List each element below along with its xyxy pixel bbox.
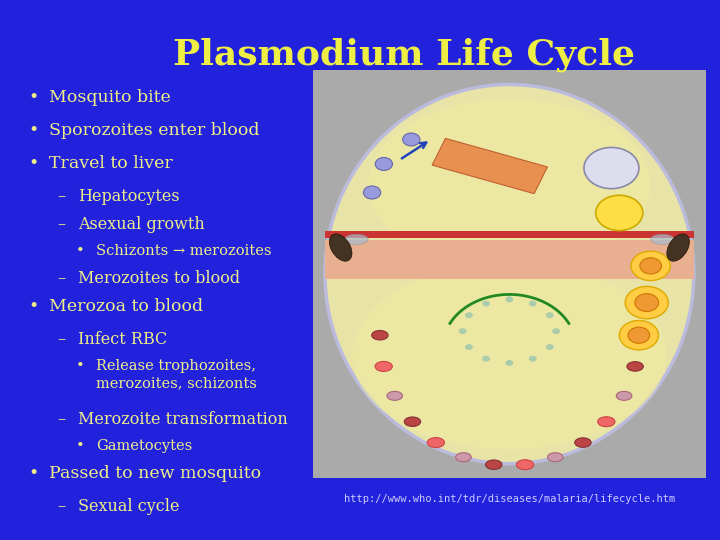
Text: Hepatocytes: Hepatocytes — [78, 188, 179, 205]
Circle shape — [364, 186, 381, 199]
Circle shape — [528, 301, 536, 307]
Ellipse shape — [598, 417, 615, 427]
Ellipse shape — [575, 438, 591, 447]
Circle shape — [546, 344, 554, 350]
Text: •: • — [76, 244, 84, 258]
Text: •: • — [29, 155, 39, 172]
Ellipse shape — [547, 453, 563, 462]
Text: Gametocytes: Gametocytes — [96, 439, 192, 453]
Ellipse shape — [427, 437, 444, 448]
Circle shape — [546, 312, 554, 318]
Ellipse shape — [630, 330, 647, 340]
Ellipse shape — [372, 330, 388, 340]
Ellipse shape — [667, 234, 690, 261]
Ellipse shape — [387, 392, 402, 400]
Text: •: • — [29, 298, 39, 315]
Text: –: – — [58, 188, 66, 205]
Text: •: • — [29, 465, 39, 482]
Text: Asexual growth: Asexual growth — [78, 216, 204, 233]
Circle shape — [459, 328, 467, 334]
Text: –: – — [58, 411, 66, 428]
Text: •: • — [76, 359, 84, 373]
Circle shape — [625, 286, 668, 319]
Text: Sexual cycle: Sexual cycle — [78, 498, 179, 515]
Circle shape — [505, 360, 513, 366]
Circle shape — [635, 294, 659, 312]
Text: Infect RBC: Infect RBC — [78, 331, 167, 348]
Text: –: – — [58, 498, 66, 515]
Circle shape — [631, 251, 670, 281]
FancyArrow shape — [432, 138, 547, 194]
Circle shape — [402, 133, 420, 146]
Circle shape — [505, 296, 513, 302]
Circle shape — [465, 312, 473, 318]
Text: •: • — [76, 439, 84, 453]
Ellipse shape — [353, 262, 667, 449]
Text: Mosquito bite: Mosquito bite — [49, 89, 171, 106]
Text: Passed to new mosquito: Passed to new mosquito — [49, 465, 261, 482]
Circle shape — [528, 356, 536, 362]
Text: Sporozoites enter blood: Sporozoites enter blood — [49, 122, 259, 139]
Text: Schizonts → merozoites: Schizonts → merozoites — [96, 244, 271, 258]
Bar — [325, 240, 694, 279]
Circle shape — [482, 301, 490, 307]
Circle shape — [619, 321, 659, 350]
Circle shape — [595, 195, 643, 231]
Ellipse shape — [329, 234, 352, 261]
Text: Plasmodium Life Cycle: Plasmodium Life Cycle — [173, 38, 635, 72]
Text: Merozoites to blood: Merozoites to blood — [78, 270, 240, 287]
Ellipse shape — [404, 417, 420, 427]
Text: Merozoa to blood: Merozoa to blood — [49, 298, 203, 315]
Ellipse shape — [627, 362, 644, 371]
Text: Travel to liver: Travel to liver — [49, 155, 173, 172]
Circle shape — [552, 328, 560, 334]
Ellipse shape — [516, 460, 534, 470]
Ellipse shape — [651, 234, 674, 245]
Ellipse shape — [325, 84, 694, 464]
Ellipse shape — [485, 460, 502, 469]
Ellipse shape — [368, 99, 651, 270]
Circle shape — [482, 356, 490, 362]
Text: Release trophozoites,
merozoites, schizonts: Release trophozoites, merozoites, schizo… — [96, 359, 256, 390]
Circle shape — [628, 327, 649, 343]
Circle shape — [584, 147, 639, 188]
Ellipse shape — [375, 361, 392, 372]
Text: –: – — [58, 270, 66, 287]
Text: http://www.who.int/tdr/diseases/malaria/lifecycle.htm: http://www.who.int/tdr/diseases/malaria/… — [343, 494, 675, 504]
Ellipse shape — [345, 234, 368, 245]
Text: –: – — [58, 216, 66, 233]
Text: •: • — [29, 122, 39, 139]
Text: –: – — [58, 331, 66, 348]
Circle shape — [375, 158, 392, 171]
Text: Merozoite transformation: Merozoite transformation — [78, 411, 287, 428]
Ellipse shape — [616, 392, 632, 400]
Bar — [325, 231, 694, 238]
Text: •: • — [29, 89, 39, 106]
Circle shape — [640, 258, 662, 274]
Bar — [313, 70, 706, 478]
Ellipse shape — [456, 453, 472, 462]
Circle shape — [465, 344, 473, 350]
